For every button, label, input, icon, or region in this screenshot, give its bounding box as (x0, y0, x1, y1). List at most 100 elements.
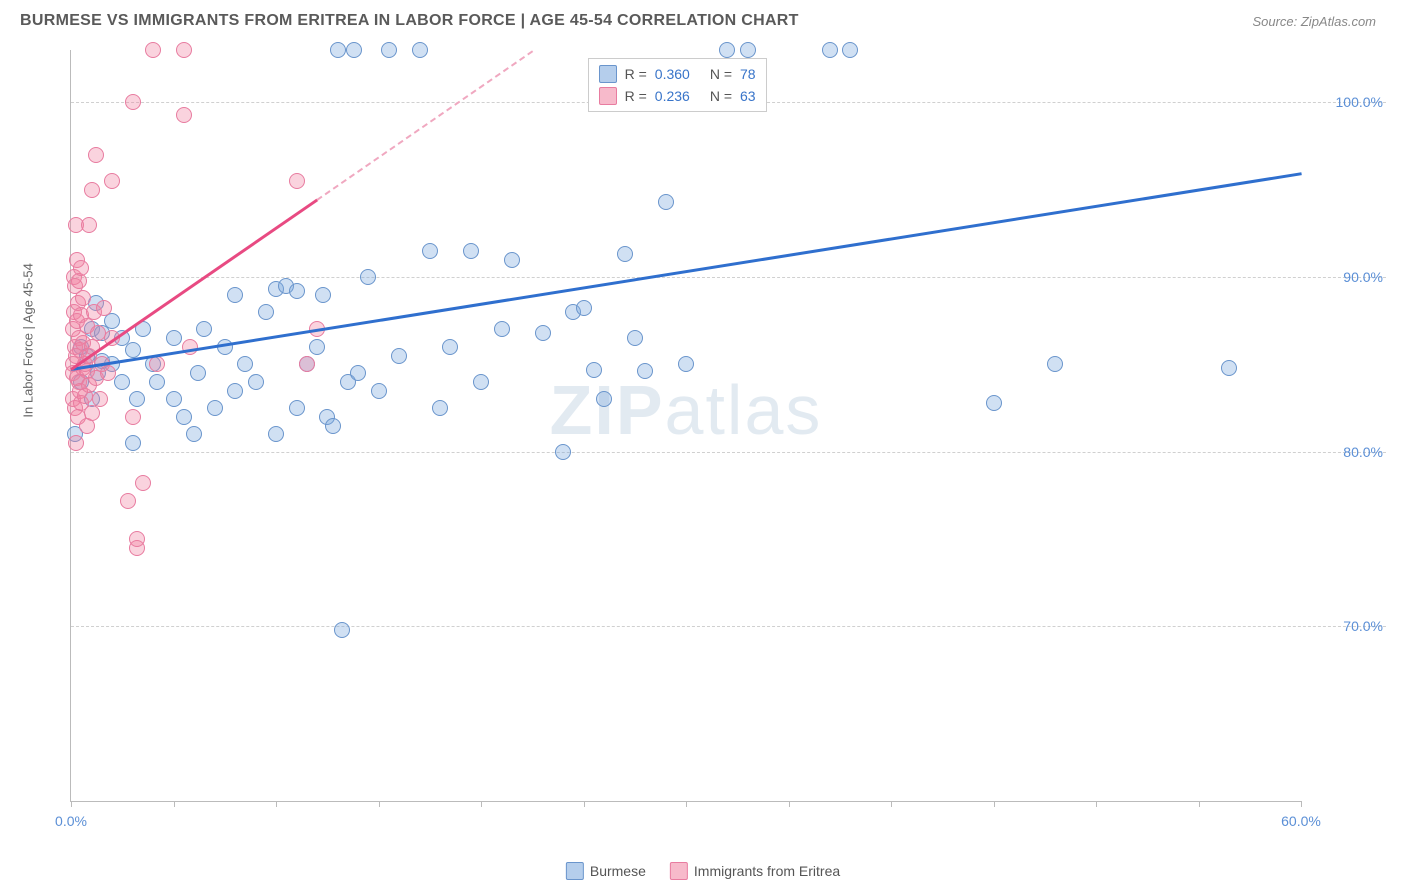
data-point (442, 339, 458, 355)
x-tick (1096, 801, 1097, 807)
data-point (346, 42, 362, 58)
data-point (535, 325, 551, 341)
legend-stat-label: N = (710, 88, 732, 104)
legend-n-value: 63 (740, 88, 756, 104)
data-point (412, 42, 428, 58)
data-point (289, 400, 305, 416)
data-point (96, 300, 112, 316)
data-point (73, 260, 89, 276)
legend-row: R = 0.360 N = 78 (599, 63, 756, 85)
x-tick (994, 801, 995, 807)
data-point (176, 107, 192, 123)
trend-line (71, 172, 1302, 370)
legend-r-value: 0.360 (655, 66, 690, 82)
legend-label: Immigrants from Eritrea (694, 863, 840, 879)
data-point (822, 42, 838, 58)
watermark: ZIPatlas (550, 370, 823, 450)
legend-swatch-icon (599, 65, 617, 83)
data-point (81, 217, 97, 233)
chart-area: In Labor Force | Age 45-54 ZIPatlas 70.0… (50, 50, 1386, 832)
legend-row: R = 0.236N = 63 (599, 85, 756, 107)
data-point (258, 304, 274, 320)
legend-stat-label: R = (625, 88, 647, 104)
data-point (842, 42, 858, 58)
data-point (299, 356, 315, 372)
data-point (1047, 356, 1063, 372)
data-point (125, 94, 141, 110)
legend-item-eritrea: Immigrants from Eritrea (670, 862, 840, 880)
data-point (325, 418, 341, 434)
data-point (504, 252, 520, 268)
x-tick (276, 801, 277, 807)
data-point (330, 42, 346, 58)
data-point (463, 243, 479, 259)
data-point (166, 330, 182, 346)
data-point (315, 287, 331, 303)
data-point (196, 321, 212, 337)
data-point (289, 173, 305, 189)
data-point (371, 383, 387, 399)
data-point (149, 356, 165, 372)
data-point (596, 391, 612, 407)
data-point (227, 287, 243, 303)
x-tick-label: 0.0% (55, 813, 87, 829)
y-axis-title: In Labor Force | Age 45-54 (21, 263, 36, 417)
trend-line (317, 50, 534, 200)
data-point (555, 444, 571, 460)
data-point (75, 290, 91, 306)
y-tick-label: 80.0% (1343, 444, 1383, 460)
legend-swatch-icon (599, 87, 617, 105)
data-point (740, 42, 756, 58)
x-tick (1199, 801, 1200, 807)
legend-item-burmese: Burmese (566, 862, 646, 880)
data-point (227, 383, 243, 399)
data-point (237, 356, 253, 372)
x-tick (686, 801, 687, 807)
data-point (422, 243, 438, 259)
y-tick-label: 70.0% (1343, 618, 1383, 634)
correlation-legend: R = 0.360 N = 78 R = 0.236N = 63 (588, 58, 767, 112)
data-point (381, 42, 397, 58)
x-tick (789, 801, 790, 807)
data-point (586, 362, 602, 378)
data-point (68, 435, 84, 451)
legend-label: Burmese (590, 863, 646, 879)
data-point (186, 426, 202, 442)
data-point (190, 365, 206, 381)
x-tick (379, 801, 380, 807)
data-point (149, 374, 165, 390)
data-point (268, 426, 284, 442)
data-point (637, 363, 653, 379)
data-point (360, 269, 376, 285)
legend-stat-label: N = (710, 66, 732, 82)
chart-title: BURMESE VS IMMIGRANTS FROM ERITREA IN LA… (20, 12, 799, 30)
legend-n-value: 78 (740, 66, 756, 82)
gridline (71, 452, 1386, 453)
chart-source: Source: ZipAtlas.com (1252, 14, 1376, 29)
x-tick (71, 801, 72, 807)
chart-header: BURMESE VS IMMIGRANTS FROM ERITREA IN LA… (0, 0, 1406, 38)
data-point (627, 330, 643, 346)
data-point (248, 374, 264, 390)
data-point (182, 339, 198, 355)
legend-stat-label: R = (625, 66, 647, 82)
data-point (125, 342, 141, 358)
data-point (104, 173, 120, 189)
data-point (114, 374, 130, 390)
data-point (84, 405, 100, 421)
data-point (617, 246, 633, 262)
data-point (125, 435, 141, 451)
data-point (350, 365, 366, 381)
scatter-plot: ZIPatlas 70.0%80.0%90.0%100.0%0.0%60.0%R… (70, 50, 1301, 802)
data-point (207, 400, 223, 416)
x-tick-label: 60.0% (1281, 813, 1321, 829)
data-point (432, 400, 448, 416)
gridline (71, 626, 1386, 627)
x-tick (584, 801, 585, 807)
data-point (84, 182, 100, 198)
data-point (719, 42, 735, 58)
y-tick-label: 100.0% (1336, 94, 1383, 110)
data-point (166, 391, 182, 407)
data-point (129, 531, 145, 547)
data-point (658, 194, 674, 210)
